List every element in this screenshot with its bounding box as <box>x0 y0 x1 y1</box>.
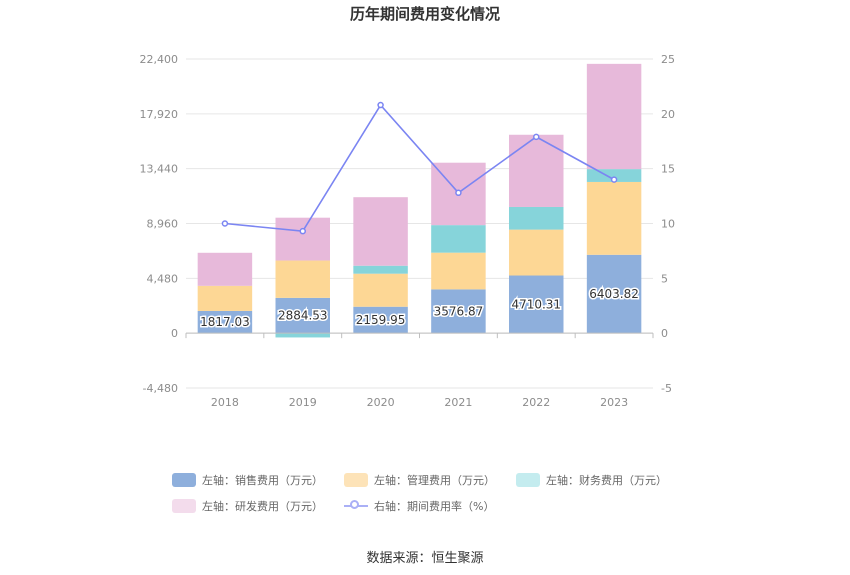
legend-item-rd[interactable]: 左轴：研发费用（万元） <box>172 498 344 514</box>
x-axis-tick-label: 2022 <box>522 396 550 409</box>
legend-item-finance[interactable]: 左轴：财务费用（万元） <box>516 472 688 488</box>
right-axis-tick-label: 15 <box>661 163 675 176</box>
bar-data-label: 2884.53 <box>278 309 328 323</box>
bar <box>197 285 253 311</box>
legend-label-rd: 左轴：研发费用（万元） <box>202 500 323 513</box>
bar-data-label: 3576.87 <box>434 304 484 318</box>
bar <box>275 217 330 261</box>
bar <box>509 134 564 207</box>
rate-point <box>610 176 618 183</box>
rate-point <box>221 220 229 227</box>
bars <box>197 63 642 338</box>
left-axis-tick-label: 13,440 <box>140 163 179 176</box>
left-axis-tick-label: 22,400 <box>140 53 179 66</box>
bar <box>275 260 330 298</box>
bar <box>197 310 253 334</box>
bar-data-label: 6403.82 <box>589 287 639 301</box>
legend-swatch-sales <box>172 473 196 487</box>
data-labels: 1817.03 2884.53 2159.95 3576.87 4710.31 6403.… <box>199 285 641 330</box>
legend-label-sales: 左轴：销售费用（万元） <box>202 474 323 487</box>
x-axis-tick-label: 2020 <box>367 396 395 409</box>
right-axis-tick-label: 5 <box>661 272 668 285</box>
left-axis-tick-label: 8,960 <box>147 218 179 231</box>
bar-data-label: 4710.31 <box>511 297 561 311</box>
source-note: 数据来源：恒生聚源 <box>366 551 484 566</box>
legend-item-sales[interactable]: 左轴：销售费用（万元） <box>172 472 344 488</box>
rate-point <box>455 189 462 197</box>
right-axis-tick-label: 25 <box>661 53 675 66</box>
bar-data-label: 2159.95 <box>356 313 406 327</box>
bar <box>586 63 642 170</box>
x-axis-tick-label: 2021 <box>444 396 472 409</box>
bar <box>431 225 486 253</box>
legend-swatch-admin <box>344 473 368 487</box>
rate-point <box>533 133 540 141</box>
bar-data-label: 1817.03 <box>200 315 250 329</box>
bar <box>353 306 408 334</box>
legend-item-rate[interactable]: 右轴：期间费用率（%） <box>344 498 516 514</box>
legend-label-admin: 左轴：管理费用（万元） <box>374 474 495 487</box>
left-axis-tick-label: -4,480 <box>143 382 178 395</box>
grid <box>186 58 653 389</box>
bar <box>431 252 486 290</box>
bar <box>509 206 564 230</box>
bar <box>509 275 564 334</box>
legend-row-2: 左轴：研发费用（万元） 右轴：期间费用率（%） <box>172 498 692 514</box>
bar <box>197 252 253 286</box>
legend: 左轴：销售费用（万元） 左轴：管理费用（万元） 左轴：财务费用（万元） 左轴：研… <box>172 472 692 524</box>
left-axis-tick-label: 0 <box>171 327 178 340</box>
left-axis-tick-label: 4,480 <box>147 272 179 285</box>
bar <box>509 229 564 276</box>
bar <box>275 297 330 334</box>
legend-swatch-rate <box>344 499 368 513</box>
legend-swatch-finance <box>516 473 540 487</box>
legend-label-rate: 右轴：期间费用率（%） <box>374 500 495 513</box>
legend-item-admin[interactable]: 左轴：管理费用（万元） <box>344 472 516 488</box>
x-axis-tick-label: 2019 <box>289 396 317 409</box>
right-axis-tick-label: 20 <box>661 108 675 121</box>
bar <box>586 254 642 334</box>
rate-polyline <box>224 103 615 233</box>
rate-line <box>221 101 618 235</box>
bar <box>275 333 330 338</box>
legend-row-1: 左轴：销售费用（万元） 左轴：管理费用（万元） 左轴：财务费用（万元） <box>172 472 692 488</box>
rate-point <box>377 101 384 109</box>
legend-label-finance: 左轴：财务费用（万元） <box>546 474 667 487</box>
right-axis-tick-label: 10 <box>661 218 675 231</box>
legend-swatch-rd <box>172 499 196 513</box>
bar <box>353 197 408 266</box>
bar <box>353 273 408 307</box>
left-axis-tick-label: 17,920 <box>140 108 179 121</box>
x-axis-tick-label: 2023 <box>600 396 628 409</box>
bar <box>586 181 642 255</box>
rate-point <box>299 227 306 235</box>
right-axis-tick-label: -5 <box>661 382 672 395</box>
x-axis-tick-label: 2018 <box>211 396 239 409</box>
bar <box>431 289 486 334</box>
right-axis-tick-label: 0 <box>661 327 668 340</box>
bar <box>353 265 408 274</box>
chart-title: 历年期间费用变化情况 <box>350 5 500 23</box>
